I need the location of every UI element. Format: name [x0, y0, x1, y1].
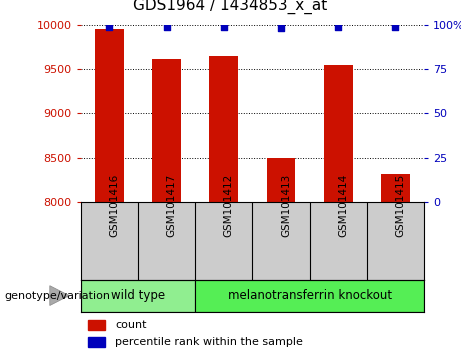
Point — [163, 24, 170, 29]
Bar — [88, 320, 105, 330]
Point — [392, 24, 399, 29]
Point — [335, 24, 342, 29]
Text: GSM101414: GSM101414 — [338, 174, 348, 237]
Text: percentile rank within the sample: percentile rank within the sample — [115, 337, 303, 347]
Point — [220, 24, 227, 29]
Text: GDS1964 / 1434853_x_at: GDS1964 / 1434853_x_at — [133, 0, 328, 14]
Bar — [267, 159, 296, 202]
Text: GSM101413: GSM101413 — [281, 174, 291, 237]
Polygon shape — [50, 286, 69, 306]
Bar — [152, 59, 181, 202]
Text: GSM101412: GSM101412 — [224, 174, 234, 237]
Bar — [81, 280, 195, 312]
Text: GSM101416: GSM101416 — [109, 174, 119, 237]
Text: count: count — [115, 320, 147, 330]
Text: melanotransferrin knockout: melanotransferrin knockout — [228, 289, 392, 302]
Bar — [95, 29, 124, 202]
Bar — [381, 174, 410, 202]
Point — [106, 24, 113, 29]
Text: GSM101417: GSM101417 — [166, 174, 177, 237]
Point — [278, 25, 285, 31]
Bar — [324, 65, 353, 202]
Text: wild type: wild type — [111, 289, 165, 302]
Text: GSM101415: GSM101415 — [396, 174, 406, 237]
Text: genotype/variation: genotype/variation — [5, 291, 111, 301]
Bar — [88, 337, 105, 347]
Bar — [195, 280, 424, 312]
Bar — [209, 56, 238, 202]
